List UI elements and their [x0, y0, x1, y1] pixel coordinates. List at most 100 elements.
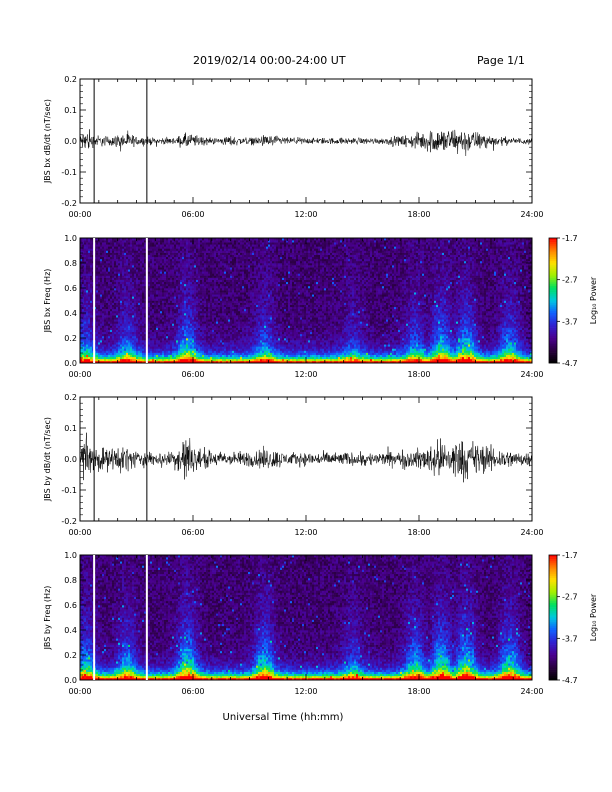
colorbar-segment: [549, 329, 557, 333]
colorbar-segment: [549, 615, 557, 618]
x-tick-label: 24:00: [520, 370, 543, 379]
waveform-panel: 00:00 06:00 12:00 18:00 24:00 -0.2 -0.1 0.0 0.1 0…: [43, 393, 544, 537]
colorbar-segment: [549, 640, 557, 643]
y-tick-label: 0.1: [64, 106, 77, 115]
colorbar-segment: [549, 267, 557, 270]
colorbar-segment: [549, 584, 557, 587]
x-tick-label: 18:00: [407, 210, 430, 219]
colorbar-segment: [549, 323, 557, 326]
y-tick-label: 0.8: [64, 576, 77, 585]
colorbar-segment: [549, 250, 557, 253]
spectrogram-panel: 00:00 06:00 12:00 18:00 24:00 0.0 0.2 0.4 0.6 0.8…: [43, 551, 598, 696]
y-tick-label: 0.2: [64, 75, 77, 84]
colorbar-segment: [549, 338, 557, 341]
y-tick-label: -0.1: [61, 486, 77, 495]
x-tick-label: 18:00: [407, 687, 430, 696]
y-tick-label: 0.2: [64, 393, 77, 402]
colorbar-segment: [549, 609, 557, 612]
x-tick-label: 00:00: [68, 210, 91, 219]
colorbar-segment: [549, 582, 557, 585]
colorbar-segment: [549, 358, 557, 362]
x-tick-label: 18:00: [407, 528, 430, 537]
waveform-series: [79, 432, 533, 483]
page-indicator: Page 1/1: [477, 54, 525, 67]
colorbar-segment: [549, 269, 557, 272]
colorbar-segment: [549, 240, 557, 243]
colorbar-segment: [549, 283, 557, 287]
colorbar-segment: [549, 246, 557, 249]
colorbar-segment: [549, 317, 557, 320]
colorbar-segment: [549, 659, 557, 662]
colorbar-segment: [549, 630, 557, 633]
colorbar-tick-label: -4.7: [562, 359, 578, 368]
colorbar-segment: [549, 300, 557, 303]
colorbar-tick-label: -3.7: [562, 634, 578, 643]
y-tick-label: 0.4: [64, 309, 77, 318]
colorbar-label: Log₁₀ Power: [589, 276, 598, 324]
colorbar-segment: [549, 346, 557, 349]
waveform-series: [79, 129, 533, 156]
x-tick-label: 24:00: [520, 528, 543, 537]
x-tick-label: 12:00: [294, 687, 317, 696]
x-tick-label: 06:00: [181, 370, 204, 379]
colorbar-segment: [549, 258, 557, 262]
colorbar-segment: [549, 344, 557, 347]
colorbar-segment: [549, 644, 557, 647]
colorbar-segment: [549, 354, 557, 358]
colorbar-segment: [549, 325, 557, 328]
colorbar-segment: [549, 333, 557, 337]
colorbar-segment: [549, 288, 557, 291]
colorbar-segment: [549, 619, 557, 622]
date-range-title: 2019/02/14 00:00-24:00 UT: [193, 54, 346, 67]
colorbar-segment: [549, 596, 557, 600]
colorbar-segment: [549, 655, 557, 658]
y-tick-label: 0.0: [64, 455, 77, 464]
colorbar-segment: [549, 294, 557, 297]
y-axis-label: JBS bx dB/dt (nT/sec): [43, 99, 52, 184]
colorbar-tick-label: -1.7: [562, 551, 578, 560]
x-tick-label: 00:00: [68, 687, 91, 696]
colorbar-segment: [549, 563, 557, 566]
colorbar-segment: [549, 575, 557, 579]
colorbar-segment: [549, 292, 557, 295]
colorbar-segment: [549, 248, 557, 251]
colorbar-segment: [549, 352, 557, 355]
colorbar-segment: [549, 350, 557, 353]
colorbar-segment: [549, 611, 557, 614]
y-tick-label: 0.0: [64, 137, 77, 146]
colorbar-segment: [549, 573, 557, 577]
colorbar-segment: [549, 265, 557, 268]
x-axis-title: Universal Time (hh:mm): [223, 712, 344, 723]
colorbar-segment: [549, 559, 557, 562]
colorbar-segment: [549, 555, 557, 558]
x-tick-label: 24:00: [520, 210, 543, 219]
colorbar-segment: [549, 663, 557, 666]
colorbar-tick-label: -1.7: [562, 234, 578, 243]
colorbar-segment: [549, 304, 557, 308]
colorbar-segment: [549, 621, 557, 625]
colorbar-segment: [549, 646, 557, 650]
colorbar-segment: [549, 594, 557, 597]
colorbar: -1.7 -2.7 -3.7 -4.7 Log₁₀ Power: [548, 234, 598, 368]
colorbar-segment: [549, 302, 557, 305]
colorbar-segment: [549, 648, 557, 652]
colorbar-segment: [549, 275, 557, 278]
colorbar-segment: [549, 285, 557, 289]
colorbar-segment: [549, 565, 557, 568]
colorbar-tick-label: -3.7: [562, 317, 578, 326]
colorbar-segment: [549, 319, 557, 322]
y-axis-label: JBS bx Freq (Hz): [43, 269, 52, 334]
colorbar-segment: [549, 327, 557, 330]
colorbar-label: Log₁₀ Power: [589, 593, 598, 641]
colorbar-segment: [549, 290, 557, 293]
colorbar-segment: [549, 340, 557, 343]
y-axis-label: JBS by Freq (Hz): [43, 586, 52, 651]
colorbar-segment: [549, 273, 557, 276]
x-tick-label: 12:00: [294, 528, 317, 537]
y-tick-label: -0.1: [61, 168, 77, 177]
spectrogram-panel: 00:00 06:00 12:00 18:00 24:00 0.0 0.2 0.4 0.6 0.8…: [43, 234, 598, 379]
y-tick-label: 0.0: [64, 676, 77, 685]
colorbar-segment: [549, 342, 557, 345]
colorbar-segment: [549, 634, 557, 637]
